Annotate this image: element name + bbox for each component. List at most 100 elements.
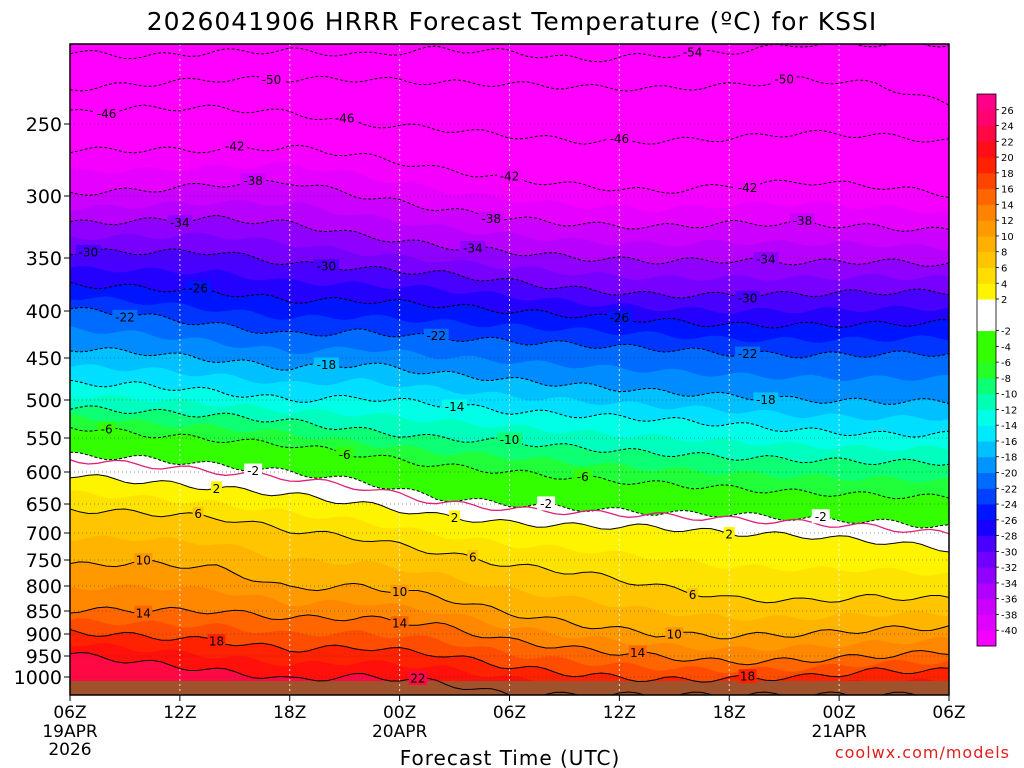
contour-label-bg (735, 290, 761, 305)
contour-label: 18 (740, 670, 755, 684)
colorbar-segment (977, 204, 996, 221)
contour-label-bg (665, 627, 684, 642)
contour-line--22 (70, 307, 949, 359)
contour-label: -6 (101, 422, 113, 436)
contour-label-bg (497, 168, 522, 183)
contour-label: -18 (317, 358, 337, 372)
contour-label: -34 (463, 241, 483, 255)
contour-label-bg (390, 616, 409, 631)
colorbar-label: 12 (1001, 216, 1014, 227)
y-tick-label: 400 (26, 301, 62, 323)
contour-label-bg (185, 280, 211, 295)
colorbar-segment (977, 109, 996, 127)
colorbar-segment (977, 567, 996, 584)
x-tick-date: 19APR (42, 722, 98, 742)
colorbar-label: -36 (1001, 595, 1017, 606)
colorbar-segment (977, 472, 996, 489)
contour-label-bg (75, 244, 101, 259)
contour-line-6 (70, 508, 949, 604)
colorbar-segment (977, 362, 996, 379)
contour-label: 2 (451, 511, 459, 525)
contour-line--18 (70, 347, 949, 405)
y-tick-label: 550 (26, 428, 62, 450)
contour-label: -38 (481, 212, 501, 226)
credit-text: coolwx.com/models (835, 743, 1010, 762)
colorbar-label: 14 (1001, 200, 1014, 211)
contour-label-bg (313, 357, 339, 372)
colorbar-label: -20 (1001, 469, 1017, 480)
contour-line--10 (70, 405, 949, 466)
y-tick-label: 750 (26, 550, 62, 572)
y-tick-label: 500 (26, 390, 62, 412)
x-tick-label: 06Z (53, 703, 86, 723)
colorbar-segment (977, 614, 996, 631)
x-tick-label: 12Z (163, 703, 196, 723)
contour-label-bg (606, 131, 632, 146)
contour-line-14 (70, 606, 949, 666)
colorbar-segment (977, 456, 996, 474)
contour-label: 6 (194, 507, 202, 521)
colorbar-segment (977, 220, 996, 237)
contour-label-bg (687, 587, 699, 602)
colorbar-label: -38 (1001, 610, 1017, 621)
colorbar-segment (977, 172, 996, 190)
chart-title: 2026041906 HRRR Forecast Temperature (ºC… (147, 7, 877, 36)
x-tick-label: 06Z (493, 703, 526, 723)
contour-label-bg (211, 481, 222, 496)
contour-label: -30 (79, 245, 99, 259)
contour-label: 10 (667, 628, 682, 642)
contour-label-bg (628, 645, 647, 660)
contour-label: -2 (540, 497, 552, 511)
freezing-line (70, 459, 949, 535)
contour-label-bg (244, 463, 263, 478)
contour-label: -26 (610, 311, 630, 325)
contour-label: -22 (115, 310, 135, 324)
contour-label-bg (478, 211, 504, 226)
contour-label: -26 (188, 281, 208, 295)
contour-label-bg (680, 44, 706, 59)
x-tick-label: 00Z (822, 703, 855, 723)
x-tick-label: 00Z (383, 703, 416, 723)
colorbar-segment (977, 188, 996, 205)
contour-label: 14 (136, 606, 151, 620)
contour-label: -22 (426, 329, 446, 343)
colorbar-segment (977, 582, 996, 600)
colorbar-label: -22 (1001, 484, 1017, 495)
colorbar-label: 4 (1001, 279, 1007, 290)
colorbar-label: -16 (1001, 437, 1017, 448)
colorbar-segment (977, 299, 996, 316)
contour-line--14 (70, 379, 949, 438)
contour-label: -10 (500, 433, 520, 447)
colorbar-segment (977, 377, 996, 395)
y-tick-label: 800 (26, 576, 62, 598)
colorbar-segment (977, 314, 996, 332)
contour-label: 10 (392, 585, 407, 599)
contour-label-bg (94, 106, 120, 121)
colorbar-label: -6 (1001, 358, 1011, 369)
y-tick-label: 900 (26, 624, 62, 646)
contour-label: -22 (738, 347, 758, 361)
contour-label-bg (134, 605, 153, 620)
colorbar-segment (977, 283, 996, 300)
colorbar-label: -28 (1001, 532, 1017, 543)
contour-label-bg (497, 432, 522, 447)
contour-label-bg (192, 506, 204, 521)
contour-label: 2 (725, 528, 733, 542)
colorbar-label: -32 (1001, 563, 1017, 574)
contour-label-bg (390, 584, 409, 599)
contour-lines (70, 44, 949, 695)
contour-label: -6 (339, 448, 351, 462)
contour-label-bg (112, 309, 138, 324)
colorbar-label: -30 (1001, 547, 1017, 558)
colorbar-segment (977, 157, 996, 174)
contour-label: -30 (738, 291, 758, 305)
contour-label: -46 (335, 112, 355, 126)
x-tick-date: 20APR (372, 722, 428, 742)
contour-label: -46 (97, 107, 117, 121)
contour-label-bg (423, 328, 449, 343)
colorbar-label: -10 (1001, 390, 1017, 401)
colorbar-frame (976, 93, 997, 647)
contour-label-bg (335, 447, 354, 462)
contour-line--34 (70, 214, 949, 267)
contour-label-bg (449, 510, 461, 525)
